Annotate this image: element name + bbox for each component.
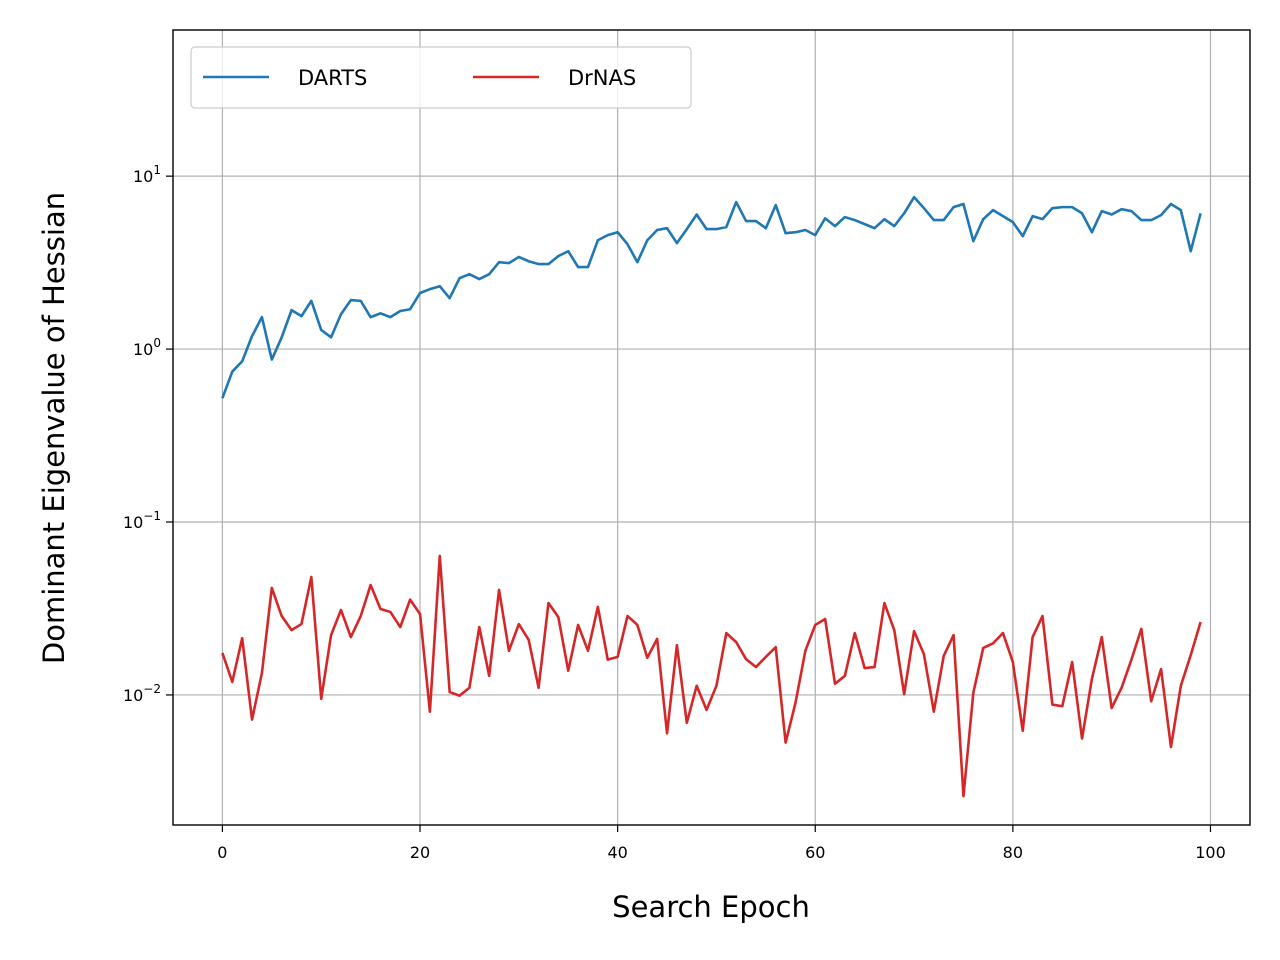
legend-label: DrNAS xyxy=(568,66,636,90)
x-tick-label: 80 xyxy=(1003,843,1023,862)
y-tick-label: 10−1 xyxy=(123,509,161,532)
x-tick-label: 0 xyxy=(217,843,227,862)
legend-box xyxy=(190,46,692,109)
x-axis-label: Search Epoch xyxy=(612,890,810,924)
legend-label: DARTS xyxy=(298,66,367,90)
x-tick-label: 60 xyxy=(805,843,825,862)
plot-frame xyxy=(172,29,1251,826)
y-tick-label: 100 xyxy=(133,336,161,359)
x-tick-label: 100 xyxy=(1195,843,1226,862)
x-tick-label: 20 xyxy=(410,843,430,862)
line-series xyxy=(221,554,1202,798)
x-tick-label: 40 xyxy=(607,843,627,862)
line-series xyxy=(221,195,1202,399)
y-tick-label: 101 xyxy=(133,163,161,186)
y-axis-label: Dominant Eigenvalue of Hessian xyxy=(37,192,71,664)
y-tick-label: 10−2 xyxy=(123,682,161,705)
